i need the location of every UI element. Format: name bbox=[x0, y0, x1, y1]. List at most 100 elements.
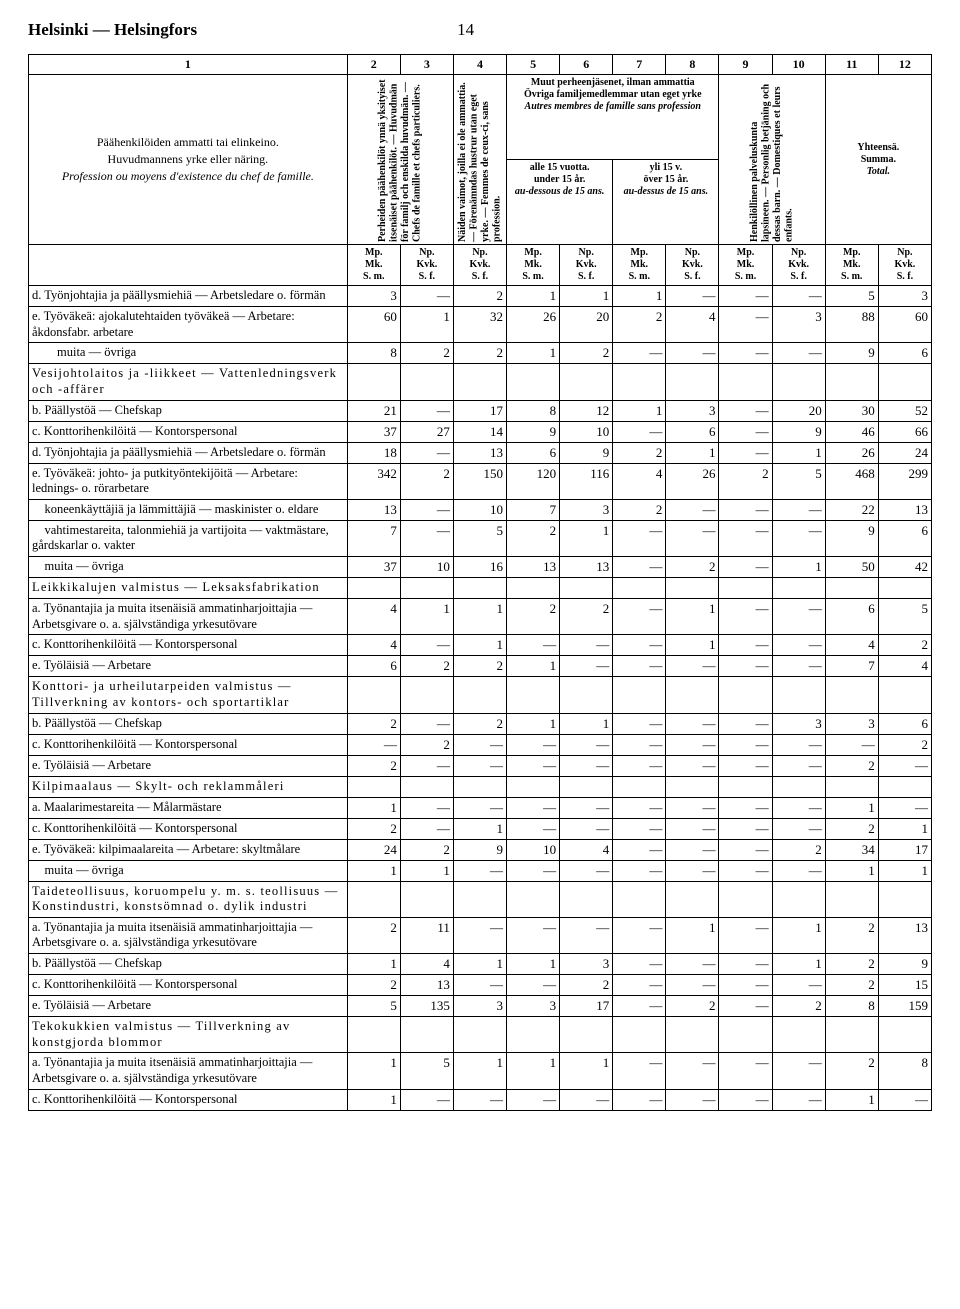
data-cell: 3 bbox=[772, 713, 825, 734]
data-cell: 5 bbox=[400, 1053, 453, 1089]
data-cell: 2 bbox=[666, 557, 719, 578]
table-row: c. Konttorihenkilöitä — Kontorspersonal2… bbox=[29, 818, 932, 839]
table-row: Kilpimaalaus — Skylt- och reklammåleri bbox=[29, 776, 932, 797]
row-label: c. Konttorihenkilöitä — Kontorspersonal bbox=[29, 1089, 348, 1110]
data-cell: 30 bbox=[825, 400, 878, 421]
page-header: Helsinki — Helsingfors 14 bbox=[28, 20, 932, 40]
data-cell bbox=[772, 364, 825, 400]
row-label: muita — övriga bbox=[29, 343, 348, 364]
data-cell bbox=[400, 881, 453, 917]
data-cell: 1 bbox=[507, 1053, 560, 1089]
header-row-main: Päähenkilöiden ammatti tai elinkeino. Hu… bbox=[29, 75, 932, 160]
data-cell: 7 bbox=[347, 520, 400, 556]
data-cell bbox=[347, 881, 400, 917]
table-row: a. Työnantajia ja muita itsenäisiä ammat… bbox=[29, 917, 932, 953]
data-cell: 1 bbox=[453, 599, 506, 635]
data-cell: — bbox=[719, 954, 772, 975]
data-cell: 20 bbox=[560, 307, 613, 343]
data-cell: 17 bbox=[878, 839, 931, 860]
data-cell: 13 bbox=[453, 442, 506, 463]
table-row: c. Konttorihenkilöitä — Kontorspersonal2… bbox=[29, 975, 932, 996]
data-cell: 2 bbox=[613, 442, 666, 463]
data-cell: — bbox=[719, 1053, 772, 1089]
data-cell: 2 bbox=[613, 307, 666, 343]
data-cell: 1 bbox=[507, 954, 560, 975]
data-cell: 135 bbox=[400, 996, 453, 1017]
data-cell: 116 bbox=[560, 463, 613, 499]
data-cell bbox=[825, 578, 878, 599]
data-cell: — bbox=[507, 734, 560, 755]
data-cell: 32 bbox=[453, 307, 506, 343]
data-cell: — bbox=[772, 499, 825, 520]
data-cell: 2 bbox=[453, 713, 506, 734]
hdr-c5-8-mid: Övriga familjemedlemmar utan eget yrke bbox=[510, 89, 715, 101]
data-cell: 2 bbox=[453, 343, 506, 364]
data-cell: — bbox=[772, 1053, 825, 1089]
data-cell: 2 bbox=[878, 635, 931, 656]
data-cell: — bbox=[613, 1089, 666, 1110]
data-cell: 6 bbox=[666, 421, 719, 442]
data-cell: — bbox=[719, 442, 772, 463]
data-cell bbox=[560, 364, 613, 400]
data-cell: — bbox=[666, 343, 719, 364]
hdr-c5-6-c: au-dessous de 15 ans. bbox=[510, 186, 609, 198]
data-cell: — bbox=[666, 656, 719, 677]
data-cell: — bbox=[772, 520, 825, 556]
table-row: e. Työväkeä: kilpimaalareita — Arbetare:… bbox=[29, 839, 932, 860]
data-cell: — bbox=[878, 755, 931, 776]
data-cell bbox=[453, 677, 506, 713]
data-cell bbox=[347, 776, 400, 797]
data-cell bbox=[772, 881, 825, 917]
data-cell bbox=[347, 578, 400, 599]
data-cell: 13 bbox=[347, 499, 400, 520]
row-label: a. Työnantajia ja muita itsenäisiä ammat… bbox=[29, 599, 348, 635]
data-cell: — bbox=[400, 818, 453, 839]
hdr-c7-8-c: au-dessus de 15 ans. bbox=[616, 186, 715, 198]
row-label: Kilpimaalaus — Skylt- och reklammåleri bbox=[29, 776, 348, 797]
table-row: b. Päällystöä — Chefskap14113———129 bbox=[29, 954, 932, 975]
coln-1: 1 bbox=[29, 55, 348, 75]
table-row: Vesijohtolaitos ja -liikkeet — Vattenled… bbox=[29, 364, 932, 400]
data-cell bbox=[878, 881, 931, 917]
data-cell: 5 bbox=[347, 996, 400, 1017]
data-cell: — bbox=[507, 975, 560, 996]
row-label: Leikkikalujen valmistus — Leksaksfabrika… bbox=[29, 578, 348, 599]
table-row: Taideteollisuus, koruompelu y. m. s. teo… bbox=[29, 881, 932, 917]
data-cell: 37 bbox=[347, 557, 400, 578]
data-cell: 4 bbox=[825, 635, 878, 656]
data-cell: 1 bbox=[400, 307, 453, 343]
data-cell: 1 bbox=[613, 286, 666, 307]
row-label: vahtimestareita, talonmiehiä ja vartijoi… bbox=[29, 520, 348, 556]
data-cell: 2 bbox=[453, 286, 506, 307]
data-cell: — bbox=[666, 1053, 719, 1089]
hdr-c5-8-it: Autres membres de famille sans professio… bbox=[510, 101, 715, 113]
data-cell: — bbox=[666, 499, 719, 520]
data-cell bbox=[719, 677, 772, 713]
colnum-row: 1 2 3 4 5 6 7 8 9 10 11 12 bbox=[29, 55, 932, 75]
data-cell: 60 bbox=[878, 307, 931, 343]
data-cell: 24 bbox=[878, 442, 931, 463]
data-cell: 10 bbox=[507, 839, 560, 860]
data-cell: — bbox=[560, 797, 613, 818]
data-cell: 3 bbox=[453, 996, 506, 1017]
data-cell bbox=[507, 881, 560, 917]
coln-5: 5 bbox=[507, 55, 560, 75]
data-cell: — bbox=[613, 917, 666, 953]
data-cell: 2 bbox=[400, 734, 453, 755]
data-cell: 20 bbox=[772, 400, 825, 421]
data-cell: 2 bbox=[825, 975, 878, 996]
data-cell: 13 bbox=[400, 975, 453, 996]
data-cell bbox=[507, 677, 560, 713]
data-cell: 2 bbox=[825, 755, 878, 776]
data-cell: — bbox=[613, 656, 666, 677]
data-cell: 24 bbox=[347, 839, 400, 860]
table-body: d. Työnjohtajia ja päällysmiehiä — Arbet… bbox=[29, 286, 932, 1111]
mpnp-row: Mp. Mk. S. m. Np. Kvk. S. f. Np. Kvk. S.… bbox=[29, 245, 932, 286]
data-cell: — bbox=[507, 860, 560, 881]
data-cell: — bbox=[560, 755, 613, 776]
data-cell: 6 bbox=[878, 520, 931, 556]
data-cell: 2 bbox=[825, 818, 878, 839]
data-cell: 6 bbox=[347, 656, 400, 677]
data-cell: — bbox=[772, 286, 825, 307]
data-cell bbox=[719, 1017, 772, 1053]
